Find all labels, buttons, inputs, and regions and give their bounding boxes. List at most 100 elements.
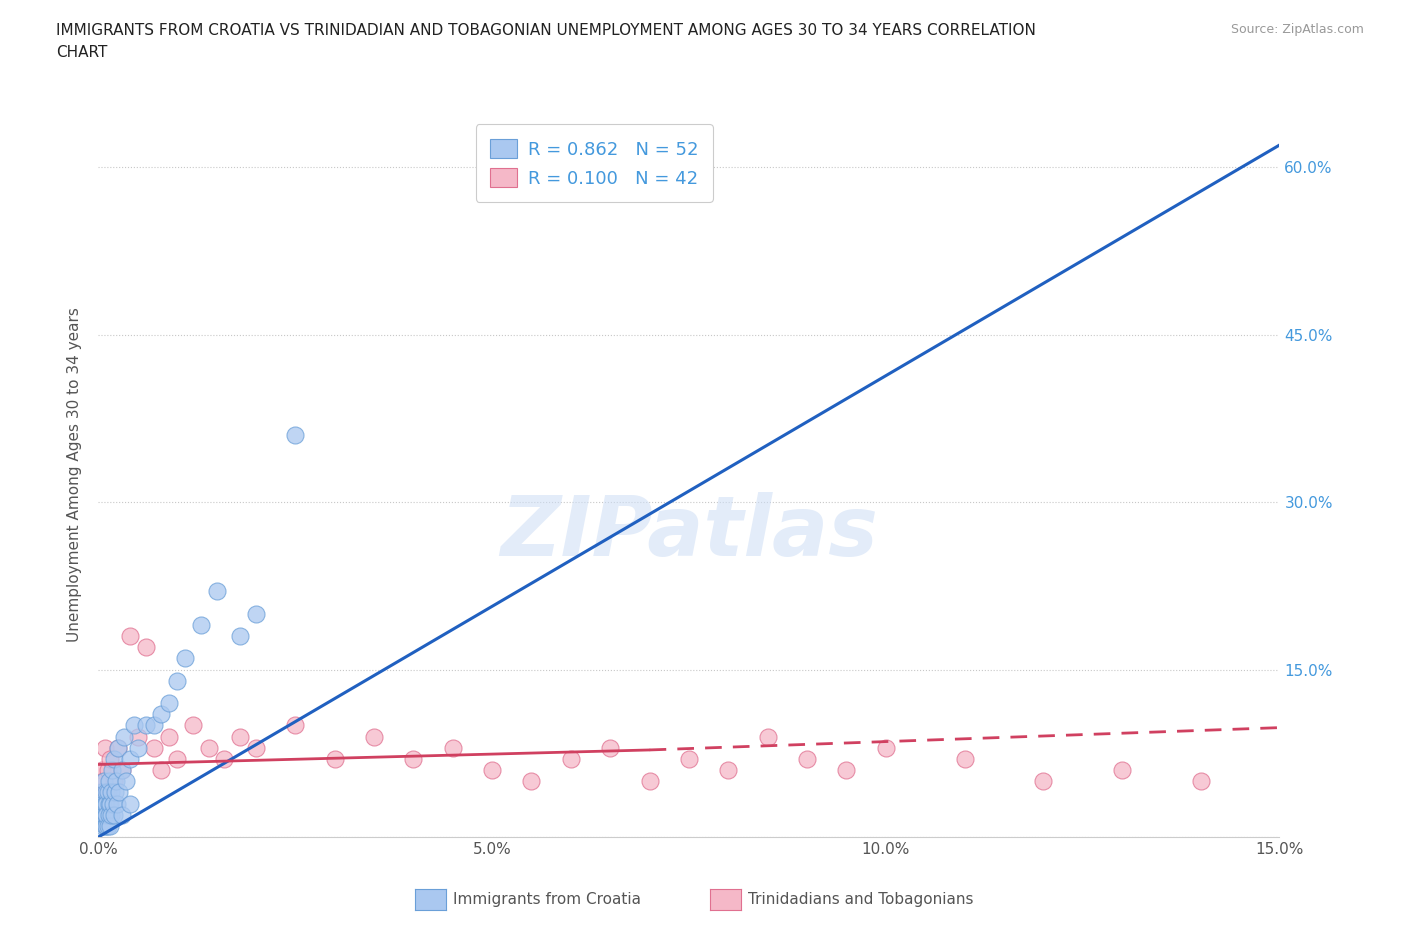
Point (142, 718, 165, 733)
Text: Immigrants from Croatia: Immigrants from Croatia (453, 892, 641, 907)
Point (90, 796, 112, 811)
Point (323, 751, 346, 766)
Text: ZIPatlas: ZIPatlas (501, 492, 877, 573)
Point (107, 740, 129, 755)
Point (93, 796, 115, 811)
Point (181, 718, 204, 733)
Point (229, 729, 252, 744)
Point (197, 740, 219, 755)
Point (1111, 763, 1133, 777)
Point (135, 640, 157, 655)
Point (205, 584, 228, 599)
Point (122, 718, 145, 733)
Point (97, 763, 120, 777)
Point (875, 740, 897, 755)
Point (441, 740, 464, 755)
Point (97, 818, 120, 833)
Point (104, 785, 127, 800)
Point (127, 740, 149, 755)
Point (103, 807, 125, 822)
Point (481, 763, 503, 777)
Point (97, 796, 120, 811)
Point (118, 629, 141, 644)
Point (190, 618, 212, 632)
Point (284, 428, 307, 443)
Point (89, 785, 111, 800)
Point (796, 751, 818, 766)
Point (756, 729, 779, 744)
Point (101, 763, 124, 777)
Point (94, 785, 117, 800)
Point (93, 807, 115, 822)
Point (96, 818, 118, 833)
Point (245, 606, 267, 621)
Y-axis label: Unemployment Among Ages 30 to 34 years: Unemployment Among Ages 30 to 34 years (67, 307, 83, 642)
Point (94, 807, 117, 822)
Point (229, 629, 252, 644)
Point (166, 751, 188, 766)
Point (118, 796, 141, 811)
Point (150, 763, 173, 777)
Point (118, 751, 141, 766)
Point (363, 729, 385, 744)
Legend: R = 0.862   N = 52, R = 0.100   N = 42: R = 0.862 N = 52, R = 0.100 N = 42 (475, 125, 713, 202)
Point (91, 774, 114, 789)
Point (214, 751, 236, 766)
Point (98, 796, 121, 811)
Point (245, 740, 267, 755)
Text: Trinidadians and Tobagonians: Trinidadians and Tobagonians (748, 892, 973, 907)
Point (91, 807, 114, 822)
Point (103, 751, 125, 766)
Point (101, 796, 124, 811)
Point (96, 785, 118, 800)
Point (678, 751, 700, 766)
Point (402, 751, 425, 766)
Point (560, 751, 582, 766)
Point (115, 774, 138, 789)
Point (166, 673, 188, 688)
Point (1189, 774, 1212, 789)
Point (108, 785, 131, 800)
Point (96, 796, 118, 811)
Point (97, 785, 120, 800)
Point (142, 740, 165, 755)
Point (174, 651, 197, 666)
Point (103, 774, 125, 789)
Point (1032, 774, 1054, 789)
Point (111, 763, 134, 777)
Point (135, 718, 157, 733)
Point (97, 774, 120, 789)
Point (520, 774, 543, 789)
Point (599, 740, 621, 755)
Point (112, 729, 135, 744)
Text: Source: ZipAtlas.com: Source: ZipAtlas.com (1230, 23, 1364, 36)
Point (717, 763, 740, 777)
Point (93, 774, 115, 789)
Point (835, 763, 858, 777)
Point (93, 740, 115, 755)
Point (150, 707, 173, 722)
Point (100, 807, 122, 822)
Point (89, 807, 111, 822)
Point (90, 763, 112, 777)
Point (98, 807, 121, 822)
Point (104, 774, 127, 789)
Point (91, 796, 114, 811)
Point (100, 785, 122, 800)
Point (96, 807, 118, 822)
Point (953, 751, 976, 766)
Point (107, 740, 129, 755)
Point (157, 729, 180, 744)
Point (105, 796, 128, 811)
Point (127, 729, 149, 744)
Point (91, 785, 114, 800)
Point (157, 696, 180, 711)
Text: IMMIGRANTS FROM CROATIA VS TRINIDADIAN AND TOBAGONIAN UNEMPLOYMENT AMONG AGES 30: IMMIGRANTS FROM CROATIA VS TRINIDADIAN A… (56, 23, 1036, 60)
Point (284, 718, 307, 733)
Point (98, 818, 121, 833)
Point (93, 818, 115, 833)
Point (111, 807, 134, 822)
Point (638, 774, 661, 789)
Point (90, 818, 112, 833)
Point (111, 763, 134, 777)
